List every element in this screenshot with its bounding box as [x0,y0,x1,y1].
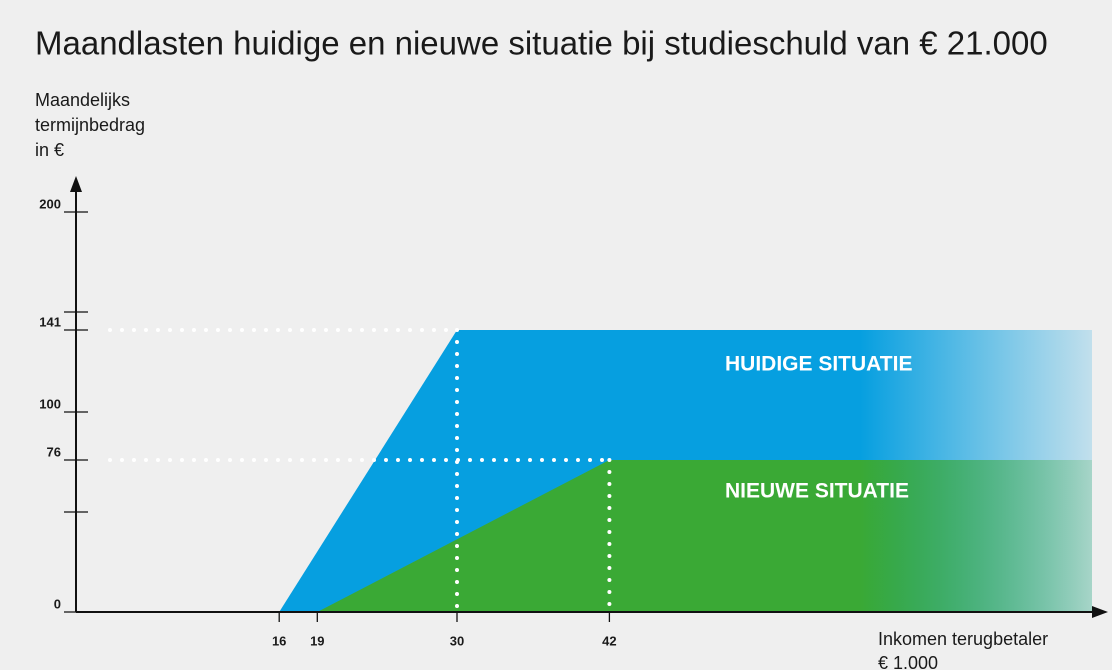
y-axis-label: termijnbedrag [35,115,145,135]
x-axis-arrow [1092,606,1108,618]
chart-title: Maandlasten huidige en nieuwe situatie b… [35,25,1048,62]
series-label: HUIDIGE SITUATIE [725,353,912,376]
y-tick-label: 141 [39,314,61,329]
x-tick-label: 42 [602,633,616,648]
y-tick-label: 100 [39,396,61,411]
y-axis-label: Maandelijks [35,90,130,110]
x-tick-label: 30 [450,633,464,648]
x-tick-label: 16 [272,633,286,648]
y-tick-label: 0 [54,596,61,611]
y-axis-arrow [70,176,82,192]
x-axis-label: € 1.000 [878,653,938,670]
area [317,460,1092,612]
x-tick-label: 19 [310,633,324,648]
y-axis-label: in € [35,140,64,160]
y-tick-label: 200 [39,196,61,211]
series-label: NIEUWE SITUATIE [725,480,909,503]
x-axis-label: Inkomen terugbetaler [878,629,1048,649]
y-tick-label: 76 [47,444,61,459]
